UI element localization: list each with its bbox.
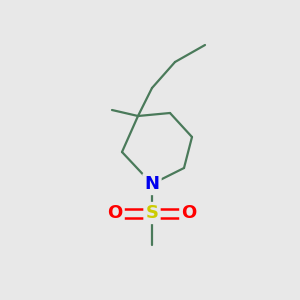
Text: O: O bbox=[107, 204, 123, 222]
Text: N: N bbox=[145, 175, 160, 193]
Text: O: O bbox=[182, 204, 196, 222]
Text: S: S bbox=[146, 204, 158, 222]
